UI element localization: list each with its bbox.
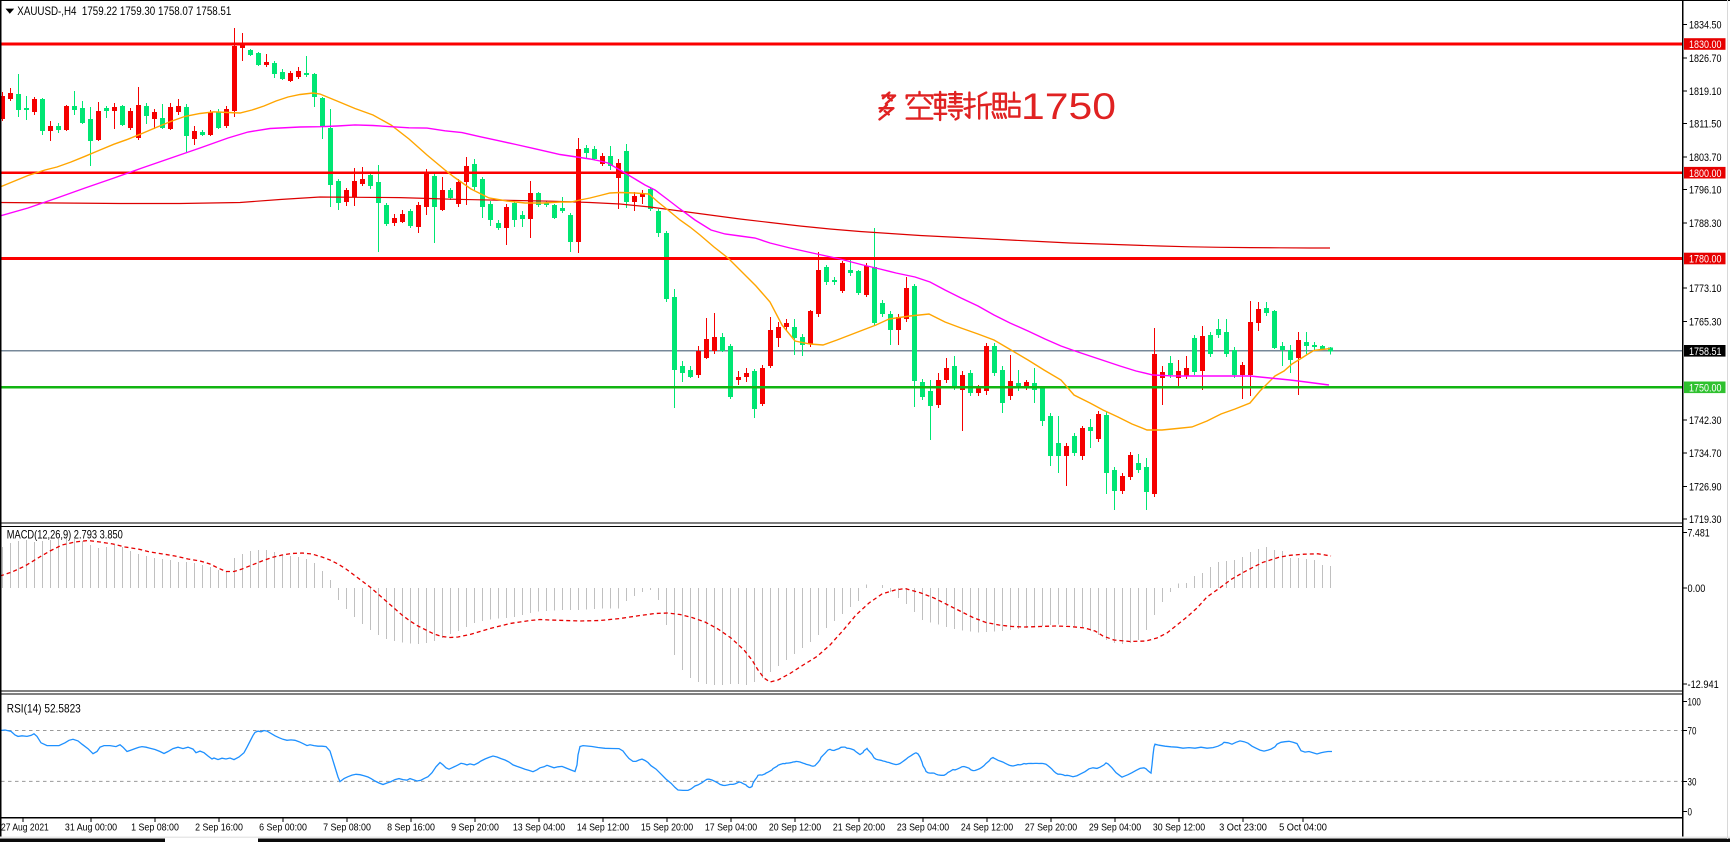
svg-text:1758.51: 1758.51 <box>1689 346 1722 358</box>
svg-text:100: 100 <box>1688 697 1701 709</box>
svg-text:13 Sep 04:00: 13 Sep 04:00 <box>513 822 565 834</box>
svg-text:1834.50: 1834.50 <box>1689 20 1722 32</box>
svg-text:1765.30: 1765.30 <box>1689 317 1722 329</box>
svg-text:3 Oct 23:00: 3 Oct 23:00 <box>1219 822 1267 834</box>
svg-text:30: 30 <box>1688 776 1697 788</box>
svg-text:1780.00: 1780.00 <box>1689 254 1722 266</box>
svg-text:9 Sep 20:00: 9 Sep 20:00 <box>451 822 499 834</box>
svg-text:1788.30: 1788.30 <box>1689 218 1722 230</box>
svg-text:1800.00: 1800.00 <box>1689 168 1722 180</box>
svg-text:XAUUSD-,H4 1759.22 1759.30 17: XAUUSD-,H4 1759.22 1759.30 1758.07 1758.… <box>17 4 231 18</box>
svg-text:1 Sep 08:00: 1 Sep 08:00 <box>131 822 179 834</box>
svg-text:7.481: 7.481 <box>1688 528 1710 540</box>
svg-text:MACD(12,26,9) 2.793 3.850: MACD(12,26,9) 2.793 3.850 <box>7 528 123 542</box>
svg-text:1719.30: 1719.30 <box>1689 514 1722 526</box>
svg-text:-12.941: -12.941 <box>1688 679 1719 691</box>
svg-text:14 Sep 12:00: 14 Sep 12:00 <box>577 822 629 834</box>
svg-text:1773.10: 1773.10 <box>1689 283 1722 295</box>
svg-text:1734.70: 1734.70 <box>1689 448 1722 460</box>
svg-text:1750.00: 1750.00 <box>1689 383 1722 395</box>
svg-text:30 Sep 12:00: 30 Sep 12:00 <box>1153 822 1205 834</box>
svg-text:RSI(14) 52.5823: RSI(14) 52.5823 <box>7 702 81 716</box>
svg-text:20 Sep 12:00: 20 Sep 12:00 <box>769 822 821 834</box>
svg-text:70: 70 <box>1688 726 1697 738</box>
svg-text:5 Oct 04:00: 5 Oct 04:00 <box>1279 822 1327 834</box>
svg-text:1803.70: 1803.70 <box>1689 152 1722 164</box>
svg-text:7 Sep 08:00: 7 Sep 08:00 <box>323 822 371 834</box>
svg-text:0.00: 0.00 <box>1688 583 1706 595</box>
svg-text:6 Sep 00:00: 6 Sep 00:00 <box>259 822 307 834</box>
svg-text:1726.90: 1726.90 <box>1689 481 1722 493</box>
svg-text:15 Sep 20:00: 15 Sep 20:00 <box>641 822 693 834</box>
svg-text:1742.30: 1742.30 <box>1689 415 1722 427</box>
svg-text:21 Sep 20:00: 21 Sep 20:00 <box>833 822 885 834</box>
svg-text:1750: 1750 <box>1021 86 1116 127</box>
svg-text:1811.50: 1811.50 <box>1689 118 1722 130</box>
svg-text:1819.10: 1819.10 <box>1689 86 1722 98</box>
svg-text:27 Aug 2021: 27 Aug 2021 <box>1 822 49 834</box>
svg-text:27 Sep 20:00: 27 Sep 20:00 <box>1025 822 1077 834</box>
svg-text:2 Sep 16:00: 2 Sep 16:00 <box>195 822 243 834</box>
svg-text:1796.10: 1796.10 <box>1689 184 1722 196</box>
svg-text:17 Sep 04:00: 17 Sep 04:00 <box>705 822 757 834</box>
svg-text:29 Sep 04:00: 29 Sep 04:00 <box>1089 822 1141 834</box>
svg-text:31 Aug 00:00: 31 Aug 00:00 <box>65 822 117 834</box>
svg-text:1826.70: 1826.70 <box>1689 53 1722 65</box>
svg-text:8 Sep 16:00: 8 Sep 16:00 <box>387 822 435 834</box>
svg-text:23 Sep 04:00: 23 Sep 04:00 <box>897 822 949 834</box>
svg-text:1830.00: 1830.00 <box>1689 39 1722 51</box>
svg-text:24 Sep 12:00: 24 Sep 12:00 <box>961 822 1013 834</box>
svg-text:0: 0 <box>1688 807 1693 819</box>
